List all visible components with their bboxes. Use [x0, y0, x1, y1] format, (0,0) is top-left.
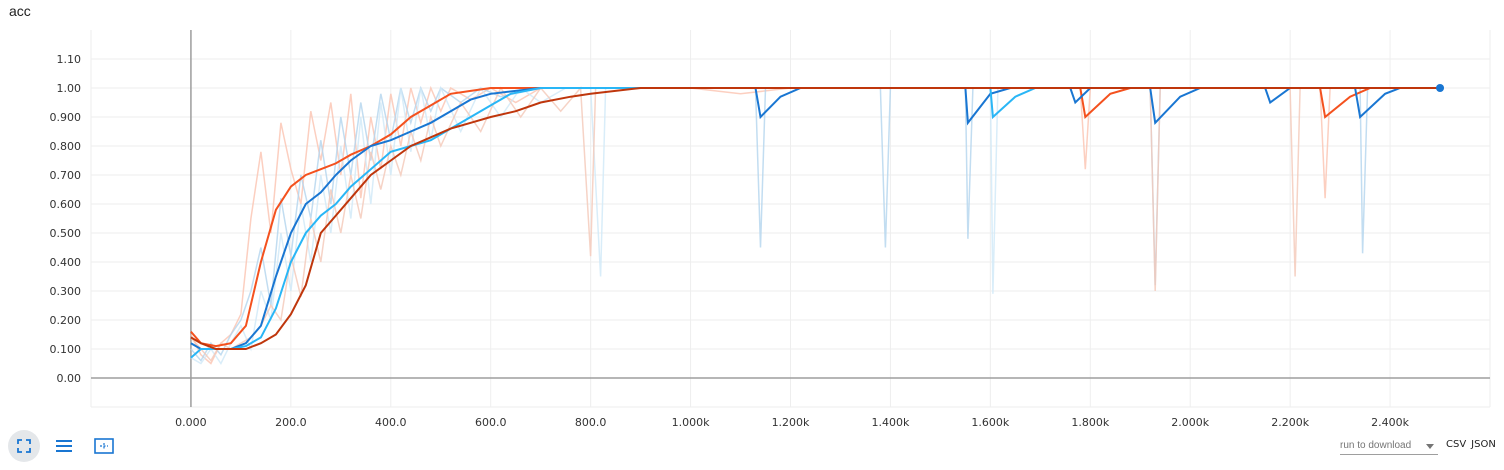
fullscreen-icon [17, 439, 31, 453]
chart-title: acc [9, 3, 31, 19]
x-tick-label: 1.000k [672, 416, 710, 429]
x-tick-label: 600.0 [475, 416, 507, 429]
end-point-marker [1436, 84, 1445, 92]
list-button[interactable] [48, 430, 80, 462]
y-tick-label: 0.100 [50, 343, 82, 356]
series-4-smoothed-line [190, 87, 1440, 350]
y-tick-label: 0.00 [57, 372, 82, 385]
y-tick-label: 0.800 [50, 140, 82, 153]
series-3-raw-line [190, 85, 1440, 365]
y-tick-label: 0.300 [50, 285, 82, 298]
run-select-dropdown[interactable]: run to download [1340, 440, 1438, 455]
y-tick-label: 0.700 [50, 169, 82, 182]
chart-toolbar [8, 430, 120, 462]
chart-grid [90, 30, 1491, 408]
csv-download-link[interactable]: CSV [1446, 439, 1467, 450]
x-tick-label: 1.800k [1071, 416, 1109, 429]
download-panel: run to download CSV JSON [1340, 439, 1496, 455]
end-marker-layer [1436, 84, 1445, 92]
fullscreen-button[interactable] [8, 430, 40, 462]
json-download-link[interactable]: JSON [1471, 439, 1496, 450]
x-tick-label: 2.400k [1371, 416, 1409, 429]
list-icon [56, 440, 72, 452]
y-tick-label: 1.00 [57, 82, 82, 95]
x-tick-label: 1.200k [772, 416, 810, 429]
chart-axes: 0.00 0.100 0.200 0.300 0.400 0.500 0.600 0.700 0… [50, 30, 1490, 429]
x-tick-label: 400.0 [375, 416, 407, 429]
smoothed-series-layer [190, 87, 1440, 359]
x-tick-label: 800.0 [575, 416, 607, 429]
x-tick-label: 1.400k [871, 416, 909, 429]
x-tick-label: 1.600k [971, 416, 1009, 429]
chevron-down-icon [1426, 444, 1434, 449]
raw-series-layer [190, 85, 1440, 365]
fit-domain-button[interactable] [88, 430, 120, 462]
y-tick-label: 0.400 [50, 256, 82, 269]
run-select-placeholder: run to download [1340, 440, 1412, 451]
x-tick-label: 2.000k [1171, 416, 1209, 429]
fit-domain-icon [94, 438, 114, 454]
y-tick-label: 1.10 [57, 53, 82, 66]
y-tick-label: 0.200 [50, 314, 82, 327]
y-tick-label: 0.600 [50, 198, 82, 211]
y-tick-label: 0.500 [50, 227, 82, 240]
x-tick-label: 2.200k [1271, 416, 1309, 429]
chart-plot-area[interactable]: 0.00 0.100 0.200 0.300 0.400 0.500 0.600 0.700 0… [0, 0, 1504, 430]
x-tick-label: 0.000 [175, 416, 207, 429]
x-tick-label: 200.0 [275, 416, 307, 429]
y-tick-label: 0.900 [50, 111, 82, 124]
